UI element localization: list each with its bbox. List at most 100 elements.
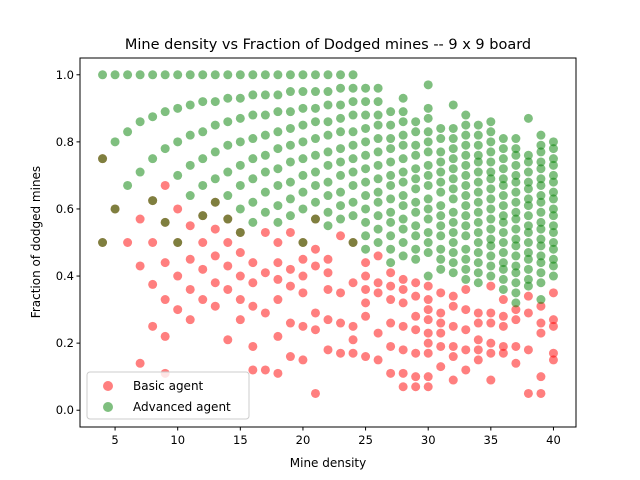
scatter-point-advanced [323,147,333,157]
scatter-point-basic [373,278,383,288]
scatter-point-basic [436,318,446,328]
x-tick-label: 10 [170,433,185,447]
scatter-point-advanced [548,254,558,264]
scatter-point-advanced [411,231,421,241]
scatter-point-basic [498,321,508,331]
scatter-point-advanced [160,144,170,154]
scatter-point-advanced [160,217,170,227]
scatter-point-basic [223,238,233,247]
scatter-point-advanced [498,201,508,211]
scatter-point-advanced [386,120,396,130]
scatter-point-basic [398,382,408,392]
scatter-point-advanced [436,157,446,167]
scatter-point-basic [473,345,483,355]
scatter-point-basic [486,348,496,358]
scatter-point-advanced [361,150,371,160]
scatter-point-advanced [173,170,183,180]
scatter-point-advanced [361,177,371,187]
scatter-point-basic [323,315,333,325]
scatter-point-basic [461,345,471,355]
scatter-point-advanced [523,248,533,258]
legend-marker-basic [103,381,113,391]
scatter-point-advanced [548,271,558,281]
scatter-point-basic [273,331,283,341]
scatter-point-advanced [198,97,208,107]
scatter-point-basic [361,271,371,281]
scatter-point-advanced [248,197,258,207]
scatter-point-advanced [498,258,508,268]
scatter-point-advanced [398,140,408,150]
scatter-point-advanced [436,187,446,197]
scatter-point-advanced [473,217,483,227]
scatter-point-basic [310,325,320,335]
scatter-point-advanced [461,244,471,254]
scatter-point-basic [423,315,433,325]
scatter-point-advanced [386,231,396,241]
scatter-point-advanced [386,180,396,190]
scatter-point-advanced [386,170,396,180]
scatter-point-basic [473,355,483,365]
scatter-point-basic [448,291,458,301]
scatter-point-advanced [498,211,508,221]
scatter-point-advanced [486,137,496,147]
scatter-point-advanced [448,134,458,144]
x-tick-label: 20 [296,433,311,447]
scatter-point-advanced [298,154,308,164]
scatter-point-advanced [361,244,371,254]
scatter-point-basic [336,318,346,328]
scatter-point-advanced [310,167,320,177]
scatter-point-advanced [461,211,471,221]
scatter-point-advanced [348,167,358,177]
scatter-point-basic [285,281,295,291]
scatter-point-basic [548,288,558,298]
scatter-point-advanced [486,127,496,137]
scatter-point-advanced [411,197,421,207]
x-tick-label: 5 [111,433,118,447]
scatter-point-basic [210,251,220,261]
scatter-point-advanced [285,157,295,167]
scatter-point-advanced [448,184,458,194]
scatter-point-advanced [548,154,558,164]
scatter-point-advanced [411,150,421,160]
scatter-point-advanced [486,251,496,261]
scatter-point-advanced [273,127,283,137]
scatter-point-advanced [536,258,546,268]
scatter-point-advanced [298,137,308,147]
scatter-point-advanced [273,201,283,211]
scatter-point-basic [548,321,558,331]
scatter-point-advanced [461,180,471,190]
scatter-point-basic [548,315,558,325]
scatter-point-advanced [223,117,233,127]
scatter-point-advanced [248,154,258,164]
scatter-point-advanced [498,248,508,258]
scatter-point-basic [235,248,245,258]
scatter-point-advanced [310,70,320,80]
scatter-point-basic [160,331,170,341]
scatter-point-advanced [348,238,358,247]
scatter-point-advanced [473,207,483,217]
scatter-point-basic [260,308,270,318]
scatter-point-basic [323,284,333,294]
scatter-point-advanced [336,144,346,154]
scatter-point-advanced [273,70,283,80]
scatter-point-advanced [511,298,521,308]
scatter-point-basic [448,352,458,362]
scatter-point-advanced [323,100,333,110]
scatter-point-advanced [323,87,333,97]
scatter-point-advanced [536,157,546,167]
scatter-point-basic [185,315,195,325]
scatter-point-advanced [511,177,521,187]
scatter-point-advanced [436,244,446,254]
scatter-point-advanced [298,120,308,130]
scatter-point-advanced [448,174,458,184]
scatter-point-basic [386,268,396,278]
y-tick-label: 0.0 [56,403,74,417]
scatter-point-basic [298,254,308,264]
scatter-point-basic [386,318,396,328]
scatter-point-advanced [461,231,471,241]
scatter-point-advanced [336,127,346,137]
scatter-point-advanced [473,248,483,258]
scatter-point-basic [198,295,208,305]
scatter-point-advanced [386,107,396,117]
scatter-point-basic [511,315,521,325]
